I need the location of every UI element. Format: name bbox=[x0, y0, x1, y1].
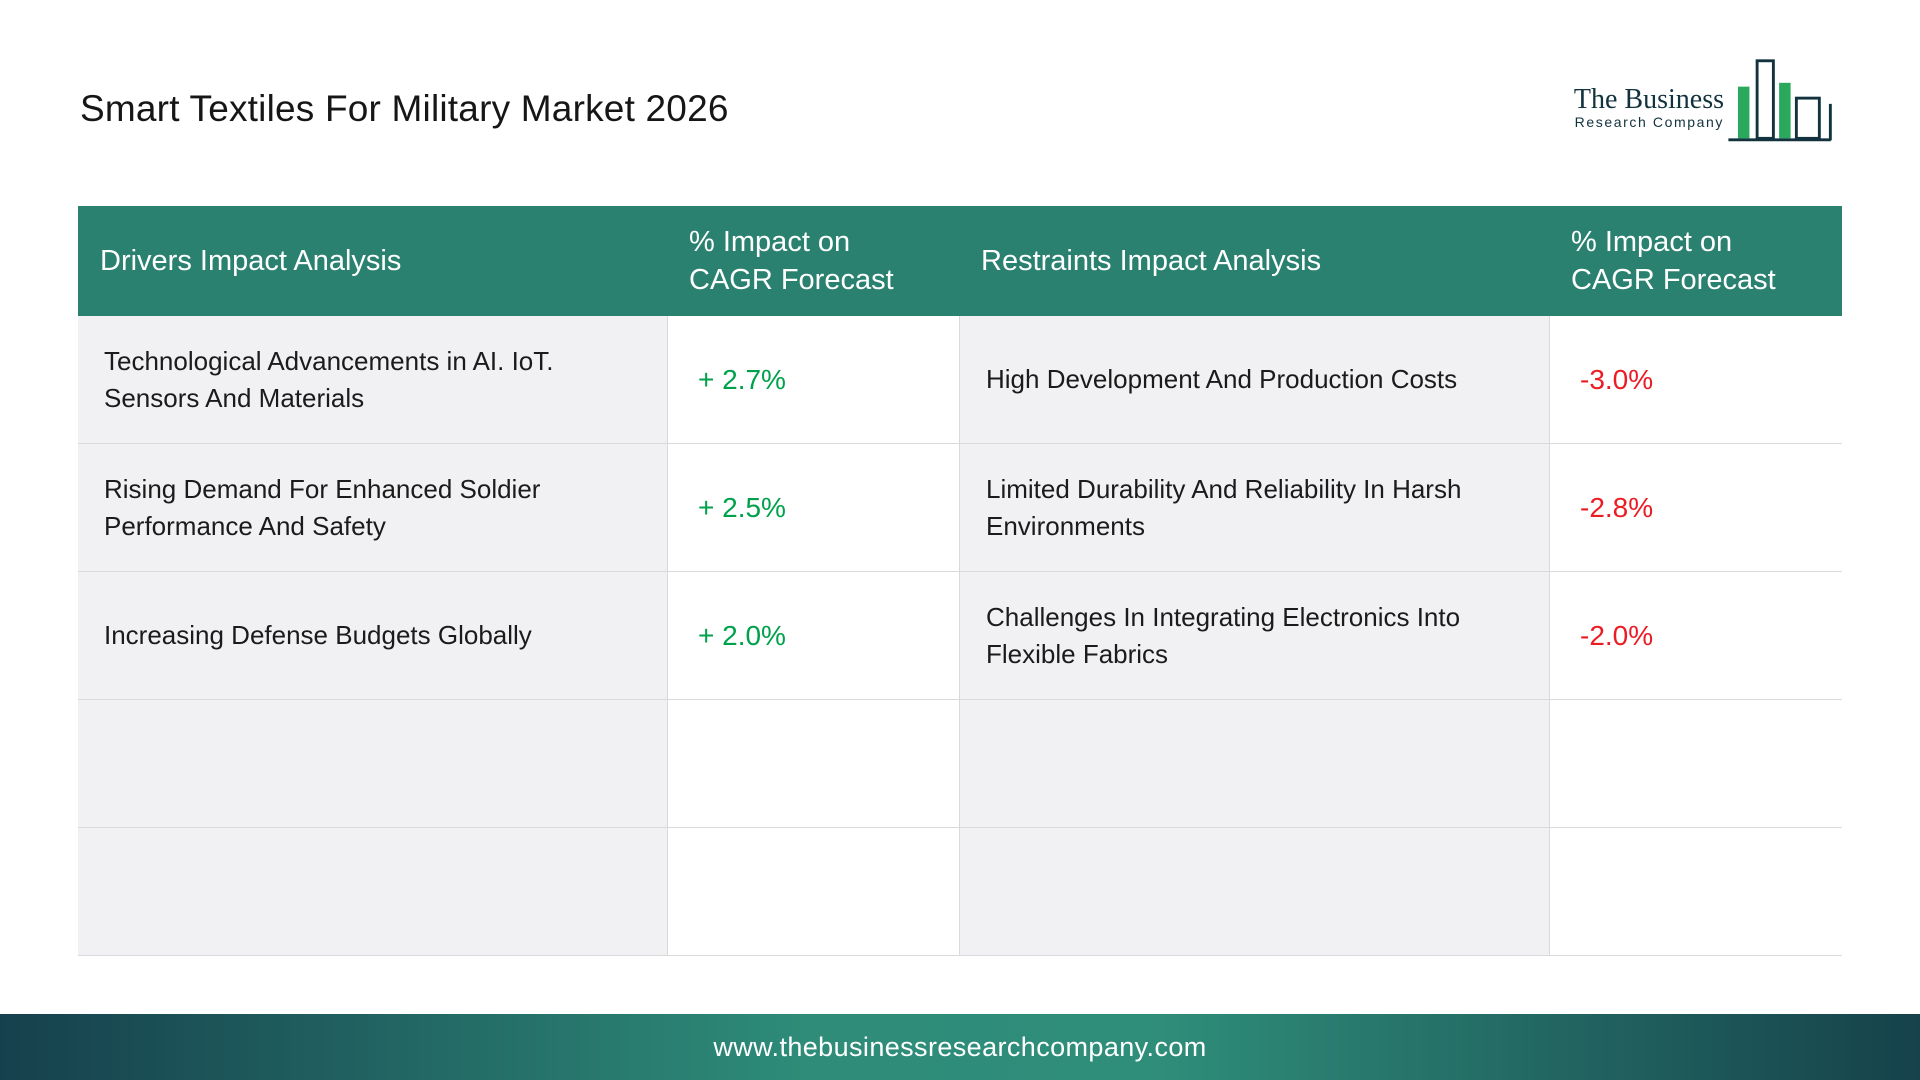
restraint-cell-empty bbox=[959, 828, 1549, 956]
col-header-restraints-impact: % Impact on CAGR Forecast bbox=[1549, 206, 1842, 316]
restraint-cell: Challenges In Integrating Electronics In… bbox=[959, 572, 1549, 700]
driver-impact-cell-empty bbox=[667, 700, 959, 828]
col-header-drivers-impact: % Impact on CAGR Forecast bbox=[667, 206, 959, 316]
restraint-cell: Limited Durability And Reliability In Ha… bbox=[959, 444, 1549, 572]
driver-impact-cell: + 2.5% bbox=[667, 444, 959, 572]
logo-subname: Research Company bbox=[1574, 114, 1724, 130]
logo-bar-chart-icon bbox=[1728, 59, 1832, 142]
impact-analysis-table: Drivers Impact Analysis % Impact on CAGR… bbox=[78, 206, 1842, 956]
driver-impact-cell-empty bbox=[667, 828, 959, 956]
col-header-restraints: Restraints Impact Analysis bbox=[959, 206, 1549, 316]
logo-text: The Business Research Company bbox=[1573, 83, 1724, 146]
logo-name: The Business bbox=[1573, 83, 1724, 115]
company-logo: The Business Research Company bbox=[1574, 56, 1836, 146]
footer-url: www.thebusinessresearchcompany.com bbox=[713, 1031, 1207, 1062]
footer-bar: www.thebusinessresearchcompany.com bbox=[0, 1014, 1920, 1080]
restraint-impact-cell: -2.8% bbox=[1549, 444, 1842, 572]
restraint-impact-cell: -2.0% bbox=[1549, 572, 1842, 700]
restraint-impact-cell: -3.0% bbox=[1549, 316, 1842, 444]
restraint-impact-cell-empty bbox=[1549, 828, 1842, 956]
driver-impact-cell: + 2.7% bbox=[667, 316, 959, 444]
driver-impact-cell: + 2.0% bbox=[667, 572, 959, 700]
col-header-drivers: Drivers Impact Analysis bbox=[78, 206, 667, 316]
page-title: Smart Textiles For Military Market 2026 bbox=[80, 88, 729, 129]
restraint-cell: High Development And Production Costs bbox=[959, 316, 1549, 444]
driver-cell-empty bbox=[78, 700, 667, 828]
driver-cell: Rising Demand For Enhanced Soldier Perfo… bbox=[78, 444, 667, 572]
driver-cell: Technological Advancements in AI. IoT. S… bbox=[78, 316, 667, 444]
restraint-impact-cell-empty bbox=[1549, 700, 1842, 828]
driver-cell: Increasing Defense Budgets Globally bbox=[78, 572, 667, 700]
driver-cell-empty bbox=[78, 828, 667, 956]
restraint-cell-empty bbox=[959, 700, 1549, 828]
